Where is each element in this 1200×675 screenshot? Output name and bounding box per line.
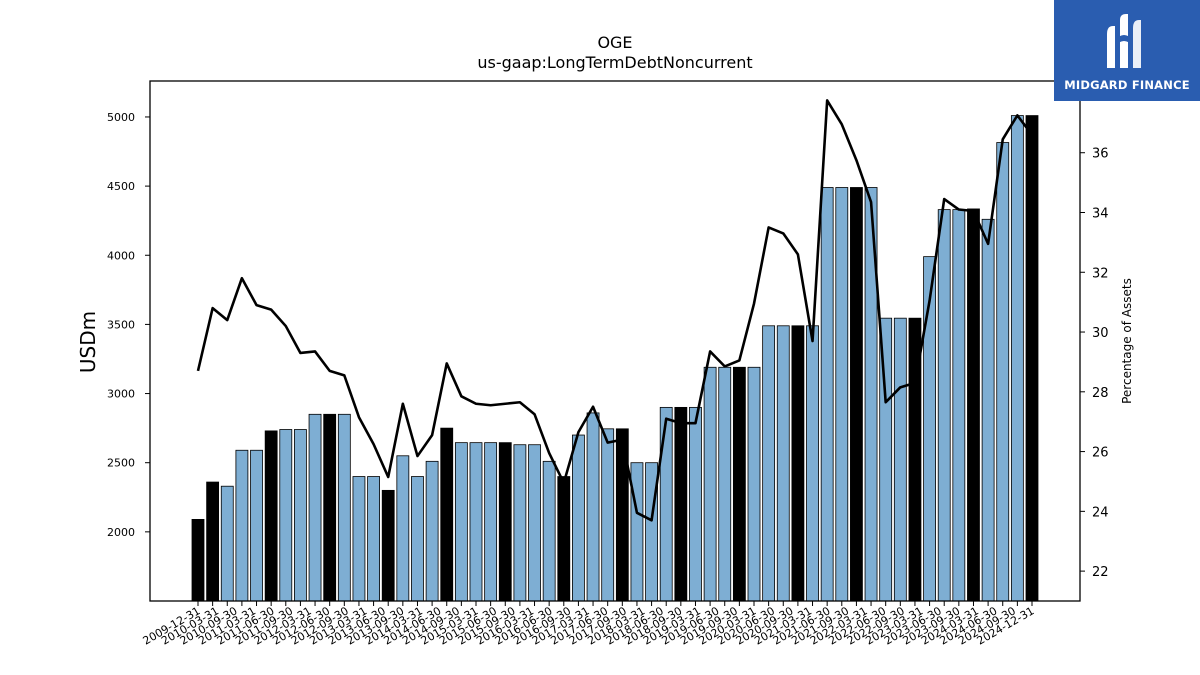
y2-tick-label: 32 <box>1092 266 1109 281</box>
series-line <box>196 99 1034 522</box>
y-tick-label: 2000 <box>107 526 135 539</box>
bar <box>1010 115 1024 602</box>
y-axis: 2000 2500 3000 3500 4000 4500 5000 <box>107 111 150 539</box>
bar <box>352 476 366 602</box>
y2-tick-label: 28 <box>1092 386 1109 401</box>
bar <box>235 449 249 602</box>
bar <box>206 481 220 602</box>
bar <box>425 460 439 602</box>
y2-axis: 22 24 26 28 30 32 34 36 <box>1080 147 1109 580</box>
bar <box>850 187 863 602</box>
bar <box>528 444 541 602</box>
y2-tick-label: 22 <box>1092 565 1109 580</box>
y2-tick-label: 26 <box>1092 446 1109 461</box>
bar <box>323 413 337 602</box>
bar <box>718 366 732 602</box>
y2-axis-label: Percentage of Assets <box>1120 278 1134 404</box>
bar <box>747 366 761 602</box>
bar <box>820 187 834 602</box>
x-axis: 2009-12-312010-03-312010-09-302011-03-31… <box>141 601 1037 648</box>
bar <box>776 325 790 602</box>
bar <box>264 430 278 602</box>
bar <box>250 449 263 602</box>
bar <box>1025 115 1039 602</box>
chart-title: OGE <box>597 33 632 52</box>
chart-subtitle: us-gaap:LongTermDebtNoncurrent <box>477 53 752 72</box>
bar <box>454 442 468 602</box>
bar <box>279 429 293 602</box>
bar <box>762 325 776 602</box>
bar <box>996 142 1010 602</box>
bar <box>937 209 951 602</box>
y-tick-label: 4500 <box>107 180 135 193</box>
y-tick-label: 3500 <box>107 318 135 331</box>
bar <box>732 366 746 602</box>
bar <box>469 442 483 602</box>
bar <box>689 406 702 602</box>
bar <box>923 256 936 602</box>
bar <box>484 442 498 602</box>
brand-name: MIDGARD FINANCE <box>1064 77 1190 92</box>
bar <box>411 476 424 602</box>
bar <box>557 476 571 602</box>
bar <box>791 325 805 602</box>
plot-frame <box>149 80 1081 602</box>
bar <box>806 325 819 602</box>
y-tick-label: 5000 <box>107 111 135 124</box>
brand-logo: MIDGARD FINANCE <box>1054 0 1200 101</box>
bar <box>337 413 351 602</box>
bar <box>703 366 717 602</box>
bar <box>835 187 849 602</box>
y-tick-label: 4000 <box>107 249 135 262</box>
bar <box>893 317 907 602</box>
brand-logo-icon <box>1107 13 1141 68</box>
bar <box>381 489 395 602</box>
y2-tick-label: 30 <box>1092 326 1109 341</box>
bar <box>659 406 673 602</box>
bar <box>586 412 600 602</box>
bar <box>220 485 234 602</box>
bar <box>967 208 980 602</box>
y2-tick-label: 24 <box>1092 505 1109 520</box>
y-tick-label: 2500 <box>107 457 135 470</box>
bar <box>572 434 585 602</box>
bar <box>294 429 307 602</box>
bar <box>513 444 527 602</box>
y-tick-label: 3000 <box>107 388 135 401</box>
bar <box>630 462 644 602</box>
bar <box>952 209 966 602</box>
bar <box>498 442 512 602</box>
bar <box>674 406 688 602</box>
bar <box>440 427 454 602</box>
bar <box>308 413 322 602</box>
bar <box>396 455 410 602</box>
bar <box>601 428 615 602</box>
bar <box>191 519 205 602</box>
y-axis-label: USDm <box>76 311 100 373</box>
y2-tick-label: 34 <box>1092 206 1109 221</box>
line-layer <box>196 99 1034 522</box>
bar <box>981 218 995 602</box>
bar <box>367 476 380 602</box>
y2-tick-label: 36 <box>1092 147 1109 162</box>
bar <box>542 460 556 602</box>
